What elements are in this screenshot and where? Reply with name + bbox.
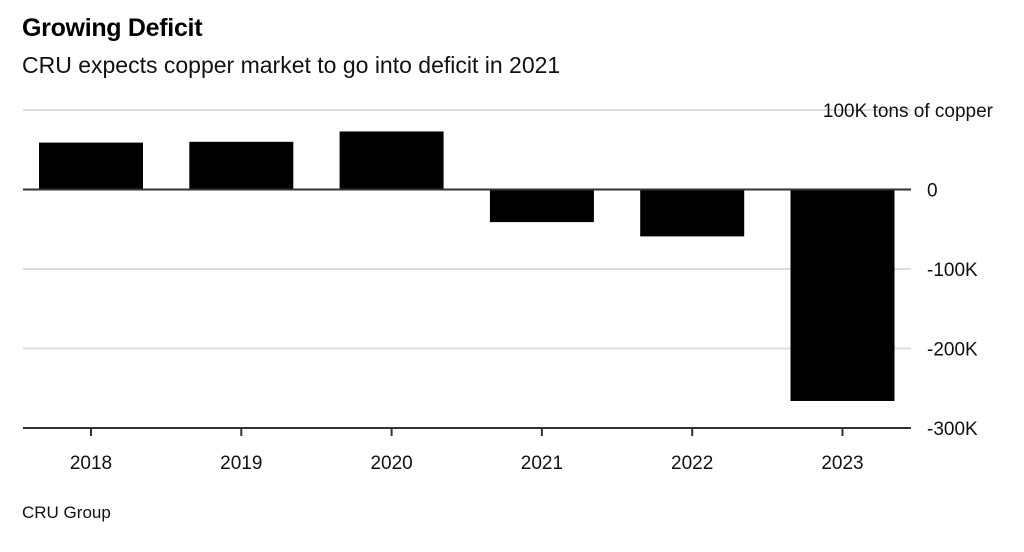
y-tick-label: -100K — [927, 260, 978, 281]
x-axis — [23, 188, 911, 436]
x-tick-label: 2018 — [70, 453, 112, 474]
x-tick-label: 2020 — [370, 453, 412, 474]
x-axis-labels: 2018 2019 2020 2021 2022 2023 — [70, 453, 864, 474]
chart-subtitle: CRU expects copper market to go into def… — [22, 52, 561, 78]
y-axis-labels: 100K tons of copper 0 -100K -200K -300K — [823, 101, 994, 440]
y-tick-label: -200K — [927, 340, 978, 361]
bar-2021 — [489, 189, 594, 223]
bars — [39, 131, 895, 401]
y-axis-unit-label: 100K tons of copper — [823, 101, 994, 122]
y-tick-label: 0 — [927, 181, 938, 202]
y-tick-label: -300K — [927, 419, 978, 440]
gridlines — [23, 109, 911, 350]
x-tick-label: 2022 — [671, 453, 713, 474]
chart-title: Growing Deficit — [22, 14, 203, 42]
bar-2022 — [640, 189, 745, 237]
x-tick-label: 2019 — [220, 453, 262, 474]
x-tick-label: 2021 — [521, 453, 563, 474]
bar-2019 — [189, 141, 294, 190]
source-note: CRU Group — [22, 503, 111, 522]
x-tick-label: 2023 — [821, 453, 863, 474]
bar-2023 — [790, 189, 895, 401]
bar-2020 — [339, 131, 444, 190]
bar-2018 — [39, 142, 143, 190]
